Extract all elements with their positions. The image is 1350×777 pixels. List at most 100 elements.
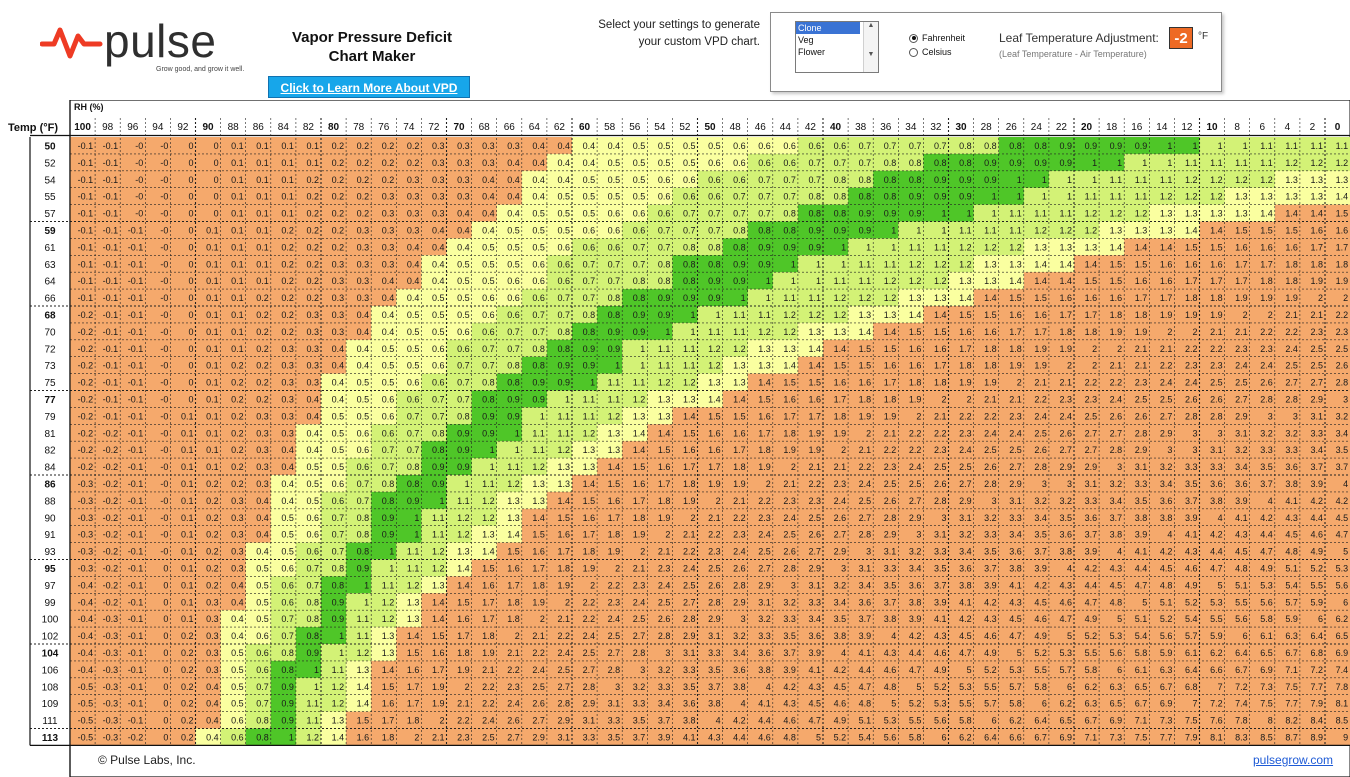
rh-header: 12: [1181, 122, 1193, 133]
vpd-cell-value: -0.1: [128, 614, 144, 624]
vpd-cell-value: 1.2: [1009, 242, 1022, 252]
vpd-cell-value: 0.6: [608, 225, 621, 235]
radio-empty-icon[interactable]: [909, 47, 918, 57]
vpd-cell-value: 3.3: [1185, 462, 1198, 472]
vpd-cell: [1274, 339, 1301, 358]
vpd-cell-value: 3.2: [1160, 462, 1173, 472]
vpd-cell-value: 4.7: [959, 648, 972, 658]
vpd-cell: [1074, 373, 1100, 391]
vpd-cell: [948, 187, 974, 205]
vpd-cell: [572, 356, 598, 374]
vpd-cell-value: 1.2: [959, 242, 972, 252]
vpd-cell: [1174, 424, 1200, 442]
vpd-cell-value: 4: [1117, 547, 1122, 557]
vpd-cell-value: 1.3: [1160, 225, 1173, 235]
vpd-cell-value: -0: [160, 428, 168, 438]
vpd-cell-value: 1: [590, 378, 595, 388]
vpd-cell-value: 1.5: [1235, 225, 1248, 235]
vpd-cell-value: 1.4: [407, 631, 420, 641]
vpd-cell-value: 1.6: [859, 378, 872, 388]
vpd-cell-value: 0.8: [382, 496, 395, 506]
vpd-cell: [1174, 255, 1200, 273]
vpd-cell: [396, 153, 422, 172]
vpd-cell: [998, 238, 1025, 256]
vpd-cell: [321, 221, 347, 239]
vpd-cell: [1299, 289, 1326, 307]
vpd-cell-value: 5.2: [1034, 648, 1047, 658]
vpd-cell: [70, 458, 96, 476]
vpd-cell-value: 1.3: [407, 614, 420, 624]
celsius-radio[interactable]: Celsius: [909, 45, 965, 59]
vpd-cell-value: 2.8: [1260, 394, 1273, 404]
vpd-cell-value: 1.1: [1034, 209, 1047, 219]
listbox-scrollbar[interactable]: ▲ ▼: [863, 22, 878, 72]
vpd-cell: [772, 255, 799, 273]
vpd-cell: [1048, 322, 1075, 341]
vpd-cell-value: -0.3: [103, 648, 119, 658]
scroll-down-icon[interactable]: ▼: [867, 51, 875, 58]
vpd-cell: [546, 137, 573, 155]
vpd-cell-value: 3.8: [708, 699, 721, 709]
learn-more-button[interactable]: Click to Learn More About VPD: [268, 76, 470, 98]
vpd-cell-value: 1.6: [733, 428, 746, 438]
vpd-cell-value: 1.3: [482, 530, 495, 540]
vpd-cell-value: 2.8: [583, 682, 596, 692]
vpd-cell: [572, 221, 598, 239]
temp-row-label: 59: [44, 226, 56, 237]
vpd-cell-value: 0.6: [658, 192, 671, 202]
vpd-cell: [195, 339, 221, 358]
stage-option-flower[interactable]: Flower: [798, 47, 826, 57]
vpd-cell-value: 2.2: [1285, 327, 1298, 337]
radio-selected-icon[interactable]: [909, 33, 918, 43]
vpd-cell-value: 5.5: [1034, 665, 1047, 675]
leaf-temp-adjust-input[interactable]: -2: [1169, 27, 1193, 49]
vpd-cell-value: -0.1: [128, 445, 144, 455]
vpd-cell: [797, 424, 824, 442]
vpd-cell-value: 0.9: [332, 597, 345, 607]
vpd-cell-value: 0.3: [382, 225, 395, 235]
vpd-cell-value: 0.8: [758, 225, 771, 235]
vpd-cell-value: -0.3: [103, 682, 119, 692]
vpd-cell-value: 3.5: [783, 631, 796, 641]
vpd-cell-value: 4.3: [884, 648, 897, 658]
vpd-cell-value: 2.5: [959, 462, 972, 472]
vpd-cell: [496, 153, 523, 172]
vpd-cell: [622, 187, 648, 205]
stage-option-veg[interactable]: Veg: [798, 35, 814, 45]
vpd-cell-value: 0.8: [332, 563, 345, 573]
vpd-cell: [95, 137, 121, 155]
vpd-cell-value: 1.6: [884, 361, 897, 371]
vpd-cell-value: 1: [364, 597, 369, 607]
vpd-cell-value: 0.5: [683, 158, 696, 168]
vpd-cell-value: 1: [414, 530, 419, 540]
vpd-cell-value: 2.5: [482, 732, 495, 742]
rh-header: 54: [654, 122, 666, 133]
vpd-cell-value: 0: [188, 242, 193, 252]
pulse-logo[interactable]: pulse Grow good, and grow it well.: [40, 14, 244, 76]
vpd-cell-value: 3.2: [1034, 496, 1047, 506]
vpd-cell-value: 0.9: [959, 192, 972, 202]
website-link[interactable]: pulsegrow.com: [1253, 753, 1334, 767]
vpd-cell: [1325, 289, 1350, 307]
vpd-cell-value: -0.1: [103, 242, 119, 252]
vpd-cell-value: 0.8: [482, 394, 495, 404]
scroll-up-icon[interactable]: ▲: [867, 22, 875, 29]
vpd-cell: [446, 137, 472, 155]
vpd-cell: [1149, 441, 1175, 459]
stage-option-clone[interactable]: Clone: [796, 22, 860, 34]
vpd-cell: [346, 424, 372, 442]
vpd-cell-value: 2.4: [532, 665, 545, 675]
vpd-cell-value: 1.1: [557, 428, 570, 438]
vpd-cell: [948, 339, 974, 358]
vpd-cell-value: 1.2: [357, 648, 370, 658]
vpd-cell-value: -0.1: [128, 513, 144, 523]
vpd-cell-value: 7.2: [1210, 699, 1223, 709]
vpd-cell-value: 2.3: [1185, 361, 1198, 371]
vpd-cell-value: 4.9: [1310, 547, 1323, 557]
vpd-cell-value: 0.4: [482, 209, 495, 219]
growth-stage-listbox[interactable]: Clone Veg Flower ▲ ▼: [795, 21, 879, 73]
rh-axis-label: RH (%): [74, 102, 104, 112]
vpd-cell: [170, 221, 196, 239]
vpd-cell-value: 0.3: [432, 158, 445, 168]
fahrenheit-radio[interactable]: Fahrenheit: [909, 31, 965, 45]
